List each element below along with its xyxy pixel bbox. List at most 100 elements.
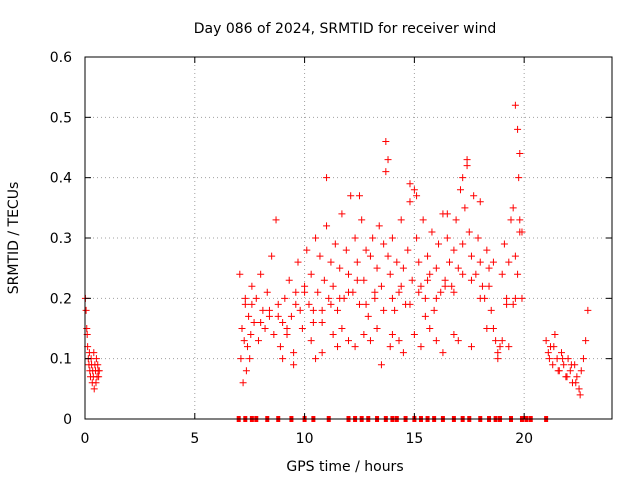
- data-point: [388, 234, 396, 242]
- data-point: [362, 246, 370, 254]
- data-point: [327, 258, 335, 266]
- data-point: [362, 300, 370, 308]
- data-point: [236, 270, 244, 278]
- data-point: [511, 101, 519, 109]
- data-point: [360, 276, 368, 284]
- y-tick-label: 0.3: [50, 231, 72, 247]
- data-point: [518, 228, 526, 236]
- data-point: [514, 125, 522, 133]
- data-point: [576, 391, 584, 399]
- data-point: [545, 355, 553, 363]
- data-point: [584, 306, 592, 314]
- data-point: [509, 300, 517, 308]
- x-tick-label: 0: [81, 431, 90, 447]
- data-point: [263, 288, 271, 296]
- data-point: [290, 349, 298, 357]
- data-point: [503, 294, 511, 302]
- data-point: [397, 282, 405, 290]
- data-point: [250, 318, 258, 326]
- data-point: [334, 306, 342, 314]
- data-point: [386, 270, 394, 278]
- data-point: [542, 337, 550, 345]
- data-point: [364, 312, 372, 320]
- plot-frame: [84, 56, 613, 420]
- data-point: [441, 276, 449, 284]
- data-point: [476, 258, 484, 266]
- data-point: [485, 282, 493, 290]
- x-tick-label: 5: [190, 431, 199, 447]
- data-point: [410, 186, 418, 194]
- data-point: [435, 240, 443, 248]
- data-point: [345, 288, 352, 296]
- data-point: [397, 216, 405, 224]
- data-point: [467, 343, 475, 351]
- data-point: [83, 325, 91, 332]
- data-point: [456, 186, 464, 194]
- data-point: [450, 246, 458, 254]
- data-point: [439, 349, 447, 357]
- data-point: [369, 234, 377, 242]
- data-point: [375, 222, 383, 230]
- data-point: [90, 349, 98, 357]
- data-point: [347, 192, 355, 200]
- data-point: [549, 361, 557, 369]
- data-point: [307, 270, 315, 278]
- x-tick-labels: 0 5 10 15 20: [81, 431, 534, 447]
- data-point: [314, 288, 322, 296]
- data-point: [424, 276, 432, 284]
- data-point: [382, 137, 390, 145]
- data-point: [516, 150, 524, 158]
- data-point: [309, 306, 317, 314]
- data-point: [474, 234, 482, 242]
- data-point: [551, 331, 559, 339]
- x-axis-label: GPS time / hours: [286, 459, 403, 475]
- data-point: [296, 306, 304, 314]
- data-point: [331, 240, 339, 248]
- data-point: [511, 252, 519, 260]
- data-point: [450, 331, 458, 339]
- data-point: [515, 174, 523, 182]
- data-point: [391, 306, 399, 314]
- data-point: [371, 288, 379, 296]
- data-point: [483, 325, 491, 332]
- data-point: [467, 252, 475, 260]
- data-point: [316, 252, 324, 260]
- data-point: [351, 343, 359, 351]
- data-point: [90, 385, 98, 393]
- data-point: [421, 294, 429, 302]
- data-point: [338, 210, 346, 218]
- data-point: [312, 355, 320, 363]
- data-point: [452, 216, 460, 224]
- data-point: [428, 228, 436, 236]
- data-point: [557, 349, 565, 357]
- data-point: [292, 288, 300, 296]
- data-point: [92, 379, 100, 387]
- data-point: [550, 343, 558, 351]
- data-point: [448, 282, 456, 290]
- data-point: [318, 318, 326, 326]
- data-point: [290, 361, 298, 369]
- data-point: [82, 306, 90, 314]
- data-point: [371, 294, 379, 302]
- x-tick-label: 15: [405, 431, 423, 447]
- data-point: [245, 312, 253, 320]
- data-point: [240, 337, 248, 345]
- data-point: [334, 343, 342, 351]
- data-point: [272, 216, 280, 224]
- data-point: [274, 312, 282, 320]
- data-point: [307, 337, 315, 345]
- y-tick-labels: 0 0.1 0.2 0.3 0.4 0.5 0.6: [50, 50, 72, 428]
- data-point: [305, 300, 313, 308]
- data-point: [329, 331, 337, 339]
- data-point: [483, 246, 491, 254]
- data-point: [380, 240, 388, 248]
- data-point: [353, 258, 361, 266]
- data-point: [238, 325, 246, 332]
- data-point: [246, 355, 254, 363]
- data-point: [406, 198, 414, 206]
- data-point: [384, 252, 392, 260]
- data-point: [241, 294, 249, 302]
- data-point: [459, 240, 467, 248]
- data-point: [358, 216, 366, 224]
- data-point: [325, 294, 333, 302]
